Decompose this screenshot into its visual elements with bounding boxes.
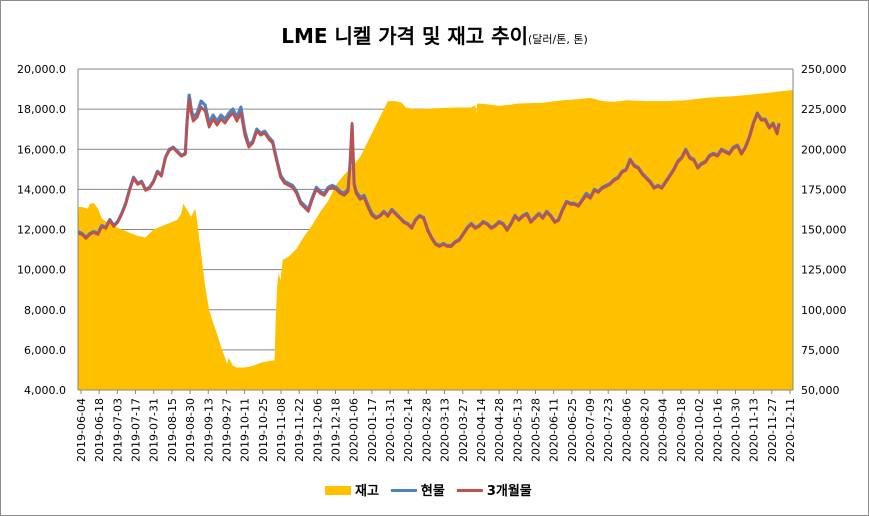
x-tick-label: 2020-07-23 — [602, 398, 615, 462]
x-tick-label: 2019-11-22 — [293, 398, 306, 462]
y-right-tick-label: 225,000 — [801, 103, 847, 116]
series-layer — [77, 89, 793, 391]
legend-item-3month-label: 3개월물 — [487, 483, 532, 499]
legend-item-spot-label: 현물 — [421, 483, 445, 499]
chart-title-block: LME 니켈 가격 및 재고 추이(달러/톤, 톤) — [0, 20, 869, 49]
x-tick-label: 2019-12-18 — [330, 398, 343, 462]
y-left-tick-label: 12,000.0 — [17, 224, 66, 237]
x-tick-label: 2019-10-25 — [257, 398, 270, 462]
x-tick-label: 2020-08-06 — [620, 398, 633, 462]
x-tick-label: 2020-01-31 — [384, 398, 397, 462]
x-tick-label: 2020-12-11 — [784, 398, 797, 462]
x-tick-label: 2020-11-13 — [748, 398, 761, 462]
x-tick-label: 2019-08-15 — [166, 398, 179, 462]
x-tick-label: 2019-11-08 — [275, 398, 288, 462]
x-tick-label: 2020-04-28 — [493, 398, 506, 462]
x-tick-label: 2020-11-27 — [766, 398, 779, 462]
y-left-tick-label: 8,000.0 — [24, 304, 66, 317]
y-right-tick-label: 125,000 — [801, 264, 847, 277]
y-left-tick-label: 6,000.0 — [24, 344, 66, 357]
axes: 4,000.0 6,000.0 8,000.0 10,000.0 12,000.0 14,… — [17, 63, 846, 462]
x-tick-label: 2020-02-14 — [402, 398, 415, 462]
x-tick-label: 2019-09-13 — [202, 398, 215, 462]
x-tick-label: 2019-06-18 — [93, 398, 106, 462]
x-tick-label: 2019-10-11 — [239, 398, 252, 462]
x-tick-label: 2020-01-17 — [366, 398, 379, 462]
x-tick-label: 2020-10-02 — [693, 398, 706, 462]
x-tick-label: 2019-07-17 — [130, 398, 143, 462]
x-tick-label: 2020-10-16 — [711, 398, 724, 462]
x-tick-label: 2020-07-09 — [584, 398, 597, 462]
x-tick-label: 2020-05-13 — [511, 398, 524, 462]
x-tick-label: 2019-07-31 — [148, 398, 161, 462]
x-tick-label: 2020-06-25 — [566, 398, 579, 462]
legend-item-stock-swatch — [325, 486, 351, 495]
y-right-tick-label: 200,000 — [801, 143, 847, 156]
y-left-tick-label: 16,000.0 — [17, 143, 66, 156]
legend-item-stock-label: 재고 — [355, 484, 379, 499]
x-tick-label: 2019-12-06 — [311, 398, 324, 462]
chart-unit: (달러/톤, 톤) — [527, 33, 588, 46]
x-tick-label: 2020-09-04 — [657, 398, 670, 462]
y-right-tick-label: 100,000 — [801, 304, 847, 317]
x-tick-label: 2020-03-13 — [439, 398, 452, 462]
x-tick-label: 2020-03-27 — [457, 398, 470, 462]
y-left-tick-label: 14,000.0 — [17, 183, 66, 196]
x-tick-label: 2019-09-27 — [220, 398, 233, 462]
y-left-tick-label: 4,000.0 — [24, 384, 66, 397]
series-line-3month — [77, 97, 781, 248]
x-tick-label: 2020-05-28 — [530, 398, 543, 462]
x-tick-label: 2020-02-28 — [420, 398, 433, 462]
y-right-tick-label: 150,000 — [801, 224, 847, 237]
x-tick-label: 2020-01-06 — [348, 398, 361, 462]
x-tick-label: 2020-08-20 — [639, 398, 652, 462]
x-tick-label: 2020-09-18 — [675, 398, 688, 462]
series-area-stock — [78, 89, 793, 391]
y-left-tick-label: 20,000.0 — [17, 63, 66, 76]
x-tick-label: 2019-06-04 — [75, 398, 88, 462]
y-left-tick-label: 10,000.0 — [17, 264, 66, 277]
y-right-tick-label: 50,000 — [801, 384, 840, 397]
x-tick-label: 2019-07-03 — [111, 398, 124, 462]
legend: 재고 현물 3개월물 — [325, 483, 532, 499]
x-tick-label: 2019-08-30 — [184, 398, 197, 462]
y-right-tick-label: 250,000 — [801, 63, 847, 76]
x-tick-label: 2020-10-30 — [730, 398, 743, 462]
x-tick-label: 2020-04-14 — [475, 398, 488, 462]
chart-title: LME 니켈 가격 및 재고 추이 — [281, 24, 528, 48]
y-right-tick-label: 75,000 — [801, 344, 840, 357]
y-right-tick-label: 175,000 — [801, 183, 847, 196]
y-left-tick-label: 18,000.0 — [17, 103, 66, 116]
x-tick-label: 2020-06-11 — [548, 398, 561, 462]
